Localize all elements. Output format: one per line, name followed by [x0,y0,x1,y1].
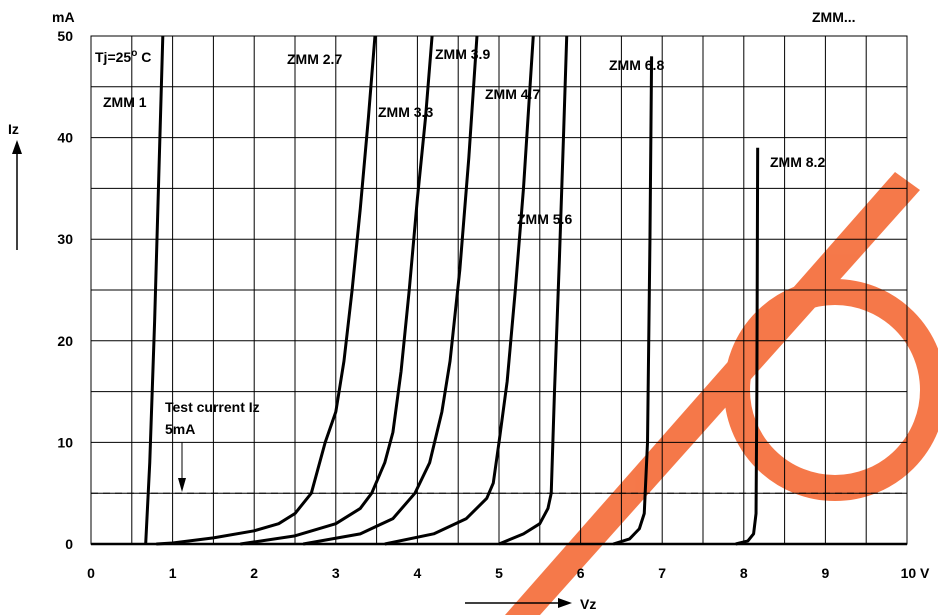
x-tick-label: 9 [822,565,830,581]
chart-title: ZMM... [812,9,856,25]
y-tick-label: 50 [57,28,73,44]
x-tick-label: 6 [577,565,585,581]
series-line [384,35,535,546]
y-tick-label: 10 [57,434,73,450]
series-line [735,147,760,546]
watermark [505,172,938,615]
x-tick-label: 5 [495,565,503,581]
series-line [240,35,434,546]
series-label: ZMM 1 [103,94,147,110]
series-line [302,35,479,546]
condition: Tj=25o C [95,48,151,65]
x-arrowhead [558,598,572,608]
series-label: ZMM 8.2 [770,154,825,170]
watermark-slash [505,172,920,615]
series-label: ZMM 3.3 [378,104,433,120]
y-tick-label: 40 [57,130,73,146]
x-tick-label: 2 [250,565,258,581]
condition-sup: o [131,48,137,59]
y-arrowhead [12,140,22,154]
annotation: Test current Iz [165,399,260,415]
series-label: ZMM 4.7 [485,86,540,102]
x-tick-label: 8 [740,565,748,581]
series-line [612,56,654,546]
series-line [144,35,165,545]
series-line [156,35,377,546]
y-tick-label: 0 [65,536,73,552]
x-tick-label: 4 [414,565,422,581]
y-tick-label: 30 [57,231,73,247]
y-axis-label: Iz [8,121,19,137]
x-tick-label: 10 V [901,565,930,581]
x-tick-label: 0 [87,565,95,581]
y-tick-label: 20 [57,333,73,349]
series-label: ZMM 3.9 [435,46,490,62]
series-label: ZMM 2.7 [287,51,342,67]
series-label: ZMM 6.8 [609,57,664,73]
annotation-arrowhead [178,478,186,492]
condition-unit: C [137,49,151,65]
x-tick-label: 3 [332,565,340,581]
y-unit: mA [52,9,75,25]
annotation: 5mA [165,421,195,437]
x-axis-label: Vz [580,596,596,612]
series-label: ZMM 5.6 [517,211,572,227]
series-line [498,35,569,546]
x-tick-label: 7 [658,565,666,581]
condition-text: Tj=25 [95,49,131,65]
x-tick-label: 1 [169,565,177,581]
